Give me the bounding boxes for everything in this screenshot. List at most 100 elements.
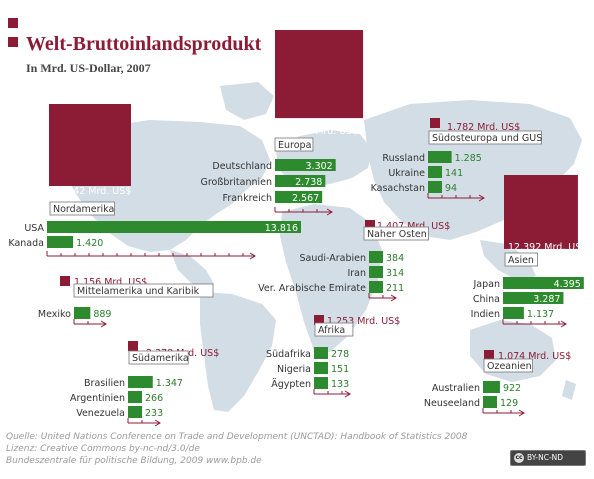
license-badge-label: BY-NC-ND	[527, 453, 564, 462]
bar-value-ver-arabische-emirate: 211	[386, 283, 404, 294]
bar-großbritannien	[275, 175, 326, 187]
bar-china	[503, 292, 564, 304]
source-line: Quelle: United Nations Conference on Tra…	[6, 432, 468, 442]
title-marker-small	[8, 18, 18, 28]
bar-ägypten	[314, 377, 328, 389]
axis-arrow-mittelamerika-und-karibik	[100, 320, 107, 328]
bar-ver-arabische-emirate	[369, 281, 383, 293]
region-tag-nordamerika: Nordamerika	[53, 204, 114, 215]
region-tag-box-nordamerika	[49, 201, 115, 216]
region-total-nordamerika: 15.242 Mrd. US$	[52, 186, 131, 197]
country-label-russland: Russland	[382, 153, 425, 164]
axis-arrow-naher-osten	[390, 294, 397, 302]
bar-value-kasachstan: 94	[445, 183, 457, 194]
map-south-america	[200, 292, 276, 412]
bar-japan	[503, 277, 584, 289]
country-label-frankreich: Frankreich	[223, 193, 272, 204]
bar-value-ägypten: 133	[331, 379, 349, 390]
region-square-nordamerika	[49, 104, 131, 186]
bar-value-russland: 1.285	[455, 153, 482, 164]
chart-title: Welt-Bruttoinlandsprodukt	[26, 33, 262, 55]
bar-value-ukraine: 141	[445, 168, 463, 179]
creative-commons-icon: cc	[514, 453, 524, 463]
region-tag-box-europa	[274, 137, 314, 152]
region-tag-naher-osten: Naher Osten	[367, 229, 427, 240]
region-tag-box-südosteuropa-und-gus	[428, 130, 542, 145]
region-square-europa	[275, 30, 364, 119]
region-tag-asien: Asien	[508, 255, 534, 266]
country-label-kasachstan: Kasachstan	[371, 183, 425, 194]
axis-arrow-südamerika	[154, 419, 161, 427]
map-africa	[280, 204, 382, 352]
bar-südafrika	[314, 347, 328, 359]
bar-russland	[428, 151, 452, 163]
region-total-mittelamerika-und-karibik: 1.156 Mrd. US$	[74, 277, 147, 288]
region-tag-südamerika: Südamerika	[132, 353, 189, 364]
country-label-argentinien: Argentinien	[70, 393, 125, 404]
bar-frankreich	[275, 191, 323, 203]
bar-value-argentinien: 266	[145, 393, 163, 404]
country-label-ukraine: Ukraine	[388, 168, 425, 179]
region-square-naher-osten	[365, 220, 375, 230]
bar-deutschland	[275, 159, 336, 171]
country-label-neuseeland: Neuseeland	[424, 398, 480, 409]
chart-subtitle: In Mrd. US-Dollar, 2007	[26, 61, 151, 75]
bar-ukraine	[428, 166, 442, 178]
region-total-europa: 17.589 Mrd. US$	[279, 126, 358, 137]
country-label-deutschland: Deutschland	[212, 161, 272, 172]
bar-usa	[47, 221, 301, 233]
country-label-usa: USA	[24, 223, 44, 234]
region-tag-box-afrika	[314, 322, 354, 337]
bar-value-mexiko: 889	[93, 309, 111, 320]
publisher-line: Bundeszentrale für politische Bildung, 2…	[6, 456, 262, 466]
bar-venezuela	[128, 406, 142, 418]
map-central-america	[170, 250, 214, 292]
country-label-brasilien: Brasilien	[84, 378, 125, 389]
region-total-ozeanien: 1.074 Mrd. US$	[498, 351, 571, 362]
region-tag-box-mittelamerika-und-karibik	[73, 283, 214, 298]
axis-arrow-südosteuropa-und-gus	[478, 194, 485, 202]
region-square-afrika	[314, 315, 324, 325]
license-line: Lizenz: Creative Commons by-nc-nd/3.0/de	[6, 444, 200, 454]
country-label-mexiko: Mexiko	[38, 309, 71, 320]
bar-value-südafrika: 278	[331, 349, 349, 360]
bar-value-australien: 922	[503, 383, 521, 394]
bar-iran	[369, 266, 383, 278]
axis-arrow-asien	[560, 320, 567, 328]
bar-nigeria	[314, 362, 328, 374]
map-greenland	[220, 82, 274, 120]
bar-value-venezuela: 233	[145, 408, 163, 419]
region-tag-box-ozeanien	[483, 358, 533, 373]
axis-arrow-ozeanien	[518, 409, 525, 417]
bar-kanada	[47, 236, 74, 248]
region-total-afrika: 1.253 Mrd. US$	[327, 316, 400, 327]
country-label-china: China	[473, 294, 500, 305]
region-total-südosteuropa-und-gus: 1.782 Mrd. US$	[447, 122, 520, 133]
axis-arrow-nordamerika	[249, 252, 256, 260]
bar-value-frankreich: 2.567	[292, 193, 319, 204]
region-total-asien: 12.392 Mrd. US$	[508, 242, 587, 253]
axis-arrow-afrika	[344, 390, 351, 398]
bar-value-deutschland: 3.302	[306, 161, 333, 172]
region-tag-box-südamerika	[128, 350, 189, 365]
bar-neuseeland	[483, 396, 497, 408]
region-tag-mittelamerika-und-karibik: Mittelamerika und Karibik	[77, 286, 200, 297]
bar-value-japan: 4.395	[554, 279, 581, 290]
country-label-venezuela: Venezuela	[76, 408, 125, 419]
country-label-saudi-arabien: Saudi-Arabien	[299, 253, 366, 264]
bar-value-brasilien: 1.347	[156, 378, 183, 389]
country-label-ägypten: Ägypten	[271, 379, 311, 390]
country-label-japan: Japan	[473, 279, 501, 290]
country-label-ver-arabische-emirate: Ver. Arabische Emirate	[258, 283, 366, 294]
bar-value-nigeria: 151	[331, 364, 349, 375]
bar-value-kanada: 1.420	[76, 238, 103, 249]
bar-argentinien	[128, 391, 142, 403]
bar-kasachstan	[428, 181, 442, 193]
map-new-zealand	[562, 380, 576, 400]
bar-value-iran: 314	[386, 268, 404, 279]
license-badge[interactable]: cc BY-NC-ND	[510, 450, 586, 466]
country-label-südafrika: Südafrika	[266, 349, 311, 360]
country-label-kanada: Kanada	[8, 238, 44, 249]
